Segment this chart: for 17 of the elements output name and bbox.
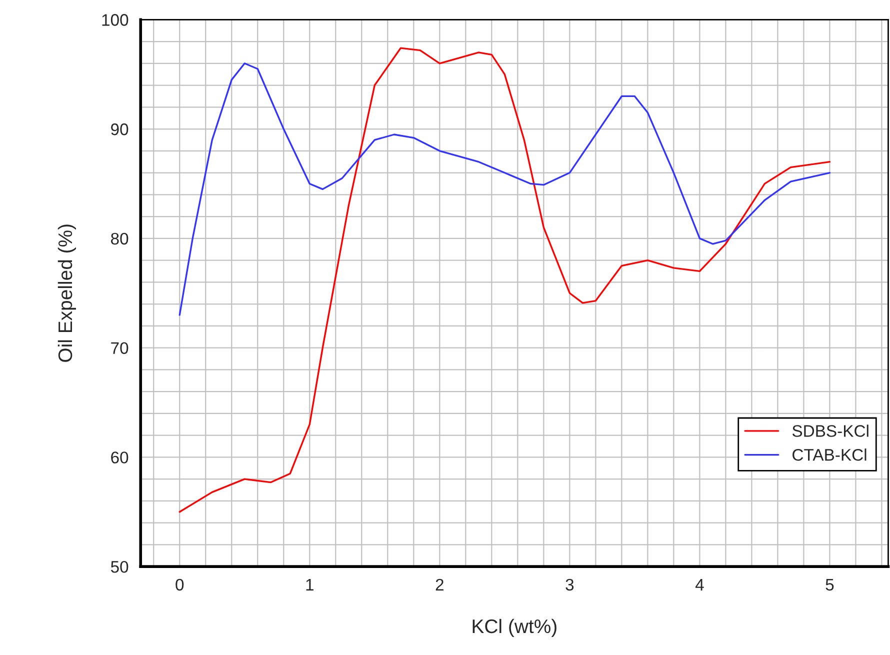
legend-label: SDBS-KCl	[792, 424, 868, 437]
line-series	[178, 62, 831, 316]
y-tick-label: 100	[102, 14, 128, 26]
y-tick-label: 70	[111, 342, 128, 354]
y-tick-label: 50	[110, 560, 128, 573]
x-tick-label: 1	[306, 578, 314, 590]
x-axis-title: KCl (wt%)	[472, 618, 556, 638]
x-tick-label: 5	[826, 578, 834, 591]
legend-label: CTAB-KCl	[792, 448, 866, 461]
x-tick-label: 0	[176, 578, 184, 591]
y-axis-title: Oil Expelled (%)	[58, 224, 76, 362]
y-tick-label: 80	[111, 232, 128, 245]
x-tick-label: 4	[695, 578, 704, 590]
y-tick-label: 60	[111, 452, 128, 464]
y-tick-label: 90	[111, 123, 128, 136]
x-tick-label: 3	[566, 578, 574, 591]
x-tick-label: 2	[436, 578, 444, 590]
